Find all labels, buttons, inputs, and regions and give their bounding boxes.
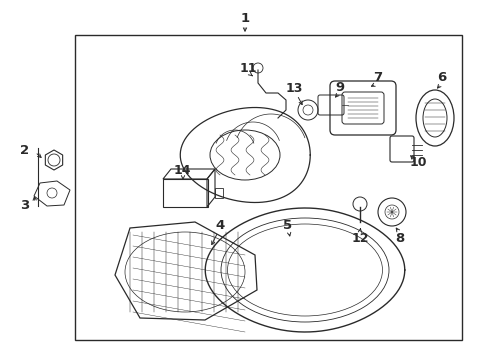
Text: 11: 11 (239, 62, 256, 75)
Text: 8: 8 (395, 231, 404, 244)
Text: 14: 14 (173, 163, 190, 176)
Bar (215, 188, 223, 198)
Text: 5: 5 (283, 219, 292, 231)
Text: 4: 4 (215, 219, 224, 231)
Text: 1: 1 (240, 12, 249, 24)
Text: 10: 10 (408, 156, 426, 168)
Text: 6: 6 (436, 71, 446, 84)
Text: 7: 7 (373, 71, 382, 84)
Text: 2: 2 (20, 144, 29, 157)
Text: 12: 12 (350, 231, 368, 244)
Text: 9: 9 (335, 81, 344, 94)
Bar (75, 35, 461, 340)
Bar (163, 179, 207, 207)
Text: 3: 3 (20, 198, 30, 212)
Text: 13: 13 (285, 81, 302, 95)
